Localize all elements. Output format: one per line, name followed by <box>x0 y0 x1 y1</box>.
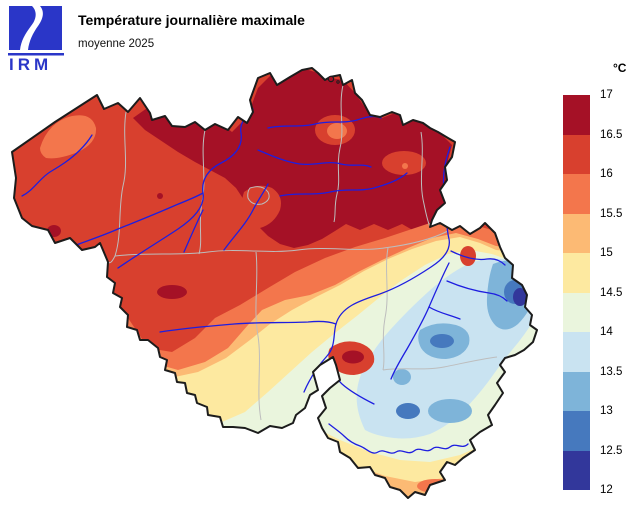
irm-logo-rule <box>8 53 64 56</box>
river-ambleve <box>446 280 508 302</box>
river-leie <box>57 192 204 253</box>
region-darkred-north <box>133 68 452 248</box>
region-orange-gaume-core <box>417 479 453 493</box>
region-darkred-dinant-core <box>342 350 364 364</box>
province-boundary-brussels <box>247 186 270 205</box>
irm-logo: IRM <box>8 6 64 72</box>
belgium-country-border <box>11 67 538 499</box>
region-orange-limburg-dot <box>402 163 408 169</box>
colorbar-cell-16-16.5 <box>563 134 590 174</box>
temperature-field <box>12 68 537 498</box>
river-dender <box>183 209 204 253</box>
colorbar-cell-15-15.5 <box>563 213 590 253</box>
irm-logo-left-shape <box>9 6 36 50</box>
baarle-hertog-exclave-small <box>336 80 340 84</box>
river-demer <box>279 172 408 197</box>
colorbar-cell-13-13.5 <box>563 371 590 411</box>
province-boundary <box>420 131 431 228</box>
irm-logo-right-shape <box>28 6 62 50</box>
province-boundary <box>255 251 262 421</box>
colorbar-cell-14.5-15 <box>563 253 590 293</box>
colorbar-cell-12-12.5 <box>563 450 590 490</box>
page-title: Température journalière maximale <box>78 12 305 28</box>
province-boundary <box>333 84 344 223</box>
header: IRM Température journalière maximale moy… <box>0 0 640 72</box>
region-medblue-south <box>396 403 420 419</box>
river-ourthe <box>390 262 450 380</box>
rivers <box>21 108 508 454</box>
irm-logo-text: IRM <box>9 55 52 72</box>
region-medblue-central <box>430 334 454 348</box>
colorbar <box>563 95 590 490</box>
river-kempen-canal <box>267 115 382 129</box>
colorbar-unit-label: °C <box>613 61 627 75</box>
region-darkblue-signal-de-botrange <box>513 288 527 306</box>
title-block: Température journalière maximale moyenne… <box>78 12 305 50</box>
colorbar-cell-16.5-17 <box>563 95 590 135</box>
colorbar-cell-12.5-13 <box>563 411 590 451</box>
province-boundary <box>382 356 498 371</box>
region-darkred-border-south <box>157 285 187 299</box>
province-boundaries <box>107 84 498 421</box>
region-blue-small-west <box>393 369 411 385</box>
region-red-brussels-wedge <box>242 185 281 229</box>
river-scheldt <box>117 108 254 269</box>
province-boundary <box>107 111 127 264</box>
colorbar-cell-13.5-14 <box>563 332 590 372</box>
river-yser <box>21 134 93 197</box>
colorbar-cell-15.5-16 <box>563 174 590 214</box>
river-semois <box>328 423 469 454</box>
river-nete <box>257 149 372 168</box>
province-boundary <box>114 230 449 257</box>
region-darkred-dot-center <box>157 193 163 199</box>
river-senne <box>223 183 269 251</box>
region-red-liege-valley <box>460 246 476 266</box>
river-sambre <box>159 320 337 333</box>
region-red-limburg-window <box>382 151 426 175</box>
river-vesdre <box>450 250 506 266</box>
river-ourthe-east <box>428 306 461 320</box>
page-subtitle: moyenne 2025 <box>78 37 155 50</box>
colorbar-cell-14-14.5 <box>563 292 590 332</box>
region-blue-semois-slope <box>428 399 472 423</box>
region-orange-kempen-spot <box>327 123 347 139</box>
province-boundary <box>382 247 389 371</box>
baarle-hertog-exclave <box>327 75 335 83</box>
